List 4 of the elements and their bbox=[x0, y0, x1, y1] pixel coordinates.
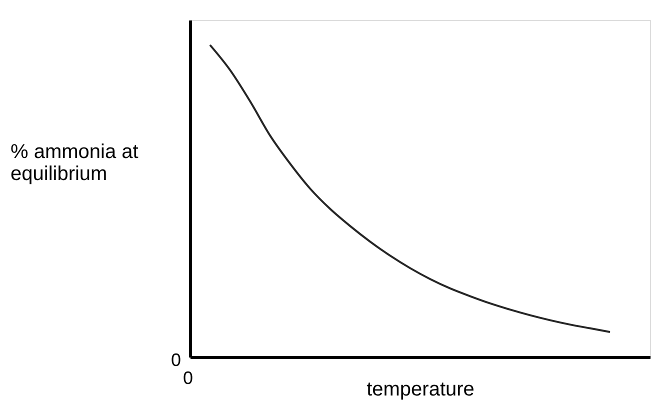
x-axis-title: temperature bbox=[366, 378, 474, 400]
text: 0 bbox=[170, 350, 182, 370]
y-axis-title: % ammonia at equilibrium bbox=[10, 141, 139, 186]
text: 0 bbox=[182, 368, 194, 388]
